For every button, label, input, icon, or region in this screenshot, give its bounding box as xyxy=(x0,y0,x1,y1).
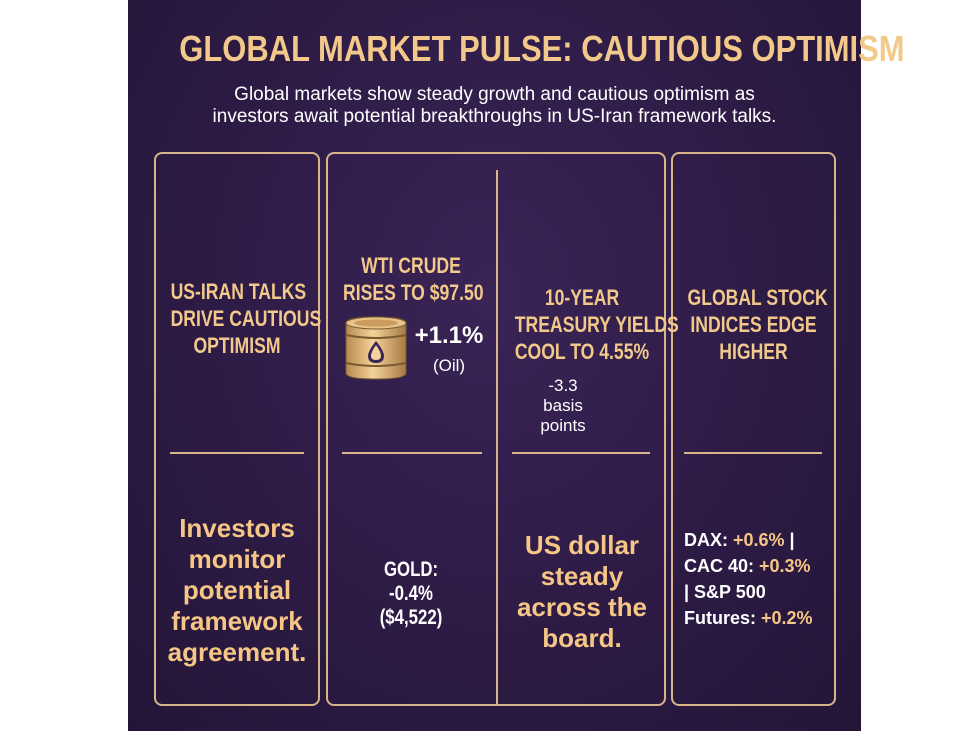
oil-change-label: (Oil) xyxy=(432,356,466,375)
divider-line xyxy=(684,452,822,454)
stock-indices-list: DAX: +0.6% | CAC 40: +0.3% | S&P 500 Fut… xyxy=(684,527,834,631)
heading-line: US-IRAN TALKS xyxy=(170,279,307,304)
heading-line: TREASURY YIELDS xyxy=(514,312,679,337)
heading-line: DRIVE CAUTIOUS xyxy=(170,306,322,331)
divider-line xyxy=(342,452,482,454)
heading-line: HIGHER xyxy=(719,339,788,364)
body-line: potential xyxy=(182,575,292,605)
oil-change-value: +1.1% xyxy=(414,322,484,349)
yield-change: -3.3 basis points xyxy=(498,376,628,436)
heading-treasury-yields: 10-YEAR TREASURY YIELDS COOL TO 4.55% xyxy=(514,284,679,365)
heading-line: INDICES EDGE xyxy=(690,312,817,337)
page-title: GLOBAL MARKET PULSE: CAUTIOUS OPTIMISM xyxy=(179,28,905,69)
panel-us-iran-talks xyxy=(154,152,320,706)
body-line: board. xyxy=(542,623,622,653)
body-us-dollar: US dollar steady across the board. xyxy=(498,530,666,654)
body-line: GOLD: xyxy=(383,558,439,581)
body-line: -0.4% xyxy=(389,582,433,605)
heading-line: GLOBAL STOCK xyxy=(687,285,828,310)
body-line: ($4,522) xyxy=(379,606,443,629)
body-line: framework xyxy=(171,606,303,636)
body-line: US dollar xyxy=(524,530,640,560)
cac-line: CAC 40: +0.3% xyxy=(684,553,834,579)
body-line: monitor xyxy=(188,544,286,574)
heading-line: COOL TO 4.55% xyxy=(514,339,650,364)
body-investors-monitor: Investors monitor potential framework ag… xyxy=(154,513,320,668)
oil-barrel-icon xyxy=(345,316,407,380)
body-gold: GOLD: -0.4% ($4,522) xyxy=(343,558,479,630)
futures-label: Futures: xyxy=(684,608,762,628)
page-subtitle: Global markets show steady growth and ca… xyxy=(148,84,841,128)
body-line: across the xyxy=(516,592,648,622)
heading-line: WTI CRUDE xyxy=(361,253,461,278)
heading-line: RISES TO $97.50 xyxy=(343,280,484,305)
column-divider xyxy=(496,170,498,706)
body-line: agreement. xyxy=(167,637,307,667)
yield-change-line: basis xyxy=(543,396,583,415)
divider-line xyxy=(170,452,304,454)
body-line: Investors xyxy=(179,513,295,543)
dax-value: +0.6% xyxy=(733,530,785,550)
subtitle-line: Global markets show steady growth and ca… xyxy=(234,84,755,105)
heading-us-iran-talks: US-IRAN TALKS DRIVE CAUTIOUS OPTIMISM xyxy=(170,278,322,359)
heading-global-stocks: GLOBAL STOCK INDICES EDGE HIGHER xyxy=(687,284,828,365)
dax-label: DAX: xyxy=(684,530,733,550)
yield-change-line: points xyxy=(540,416,586,435)
heading-wti-crude: WTI CRUDE RISES TO $97.50 xyxy=(343,252,484,306)
cac-value: +0.3% xyxy=(759,556,811,576)
divider-line xyxy=(512,452,650,454)
sp500-label: | S&P 500 xyxy=(684,582,766,602)
subtitle-line: investors await potential breakthroughs … xyxy=(212,106,777,127)
yield-change-line: -3.3 xyxy=(548,376,578,395)
heading-line: 10-YEAR xyxy=(544,285,620,310)
panel-global-stocks xyxy=(671,152,836,706)
heading-line: OPTIMISM xyxy=(193,333,281,358)
futures-line: Futures: +0.2% xyxy=(684,605,834,631)
body-line: steady xyxy=(540,561,624,591)
infographic-poster: GLOBAL MARKET PULSE: CAUTIOUS OPTIMISM G… xyxy=(128,0,905,731)
futures-value: +0.2% xyxy=(761,608,813,628)
cac-label: CAC 40: xyxy=(684,556,760,576)
dax-line: DAX: +0.6% | xyxy=(684,527,834,553)
separator: | xyxy=(784,530,795,550)
